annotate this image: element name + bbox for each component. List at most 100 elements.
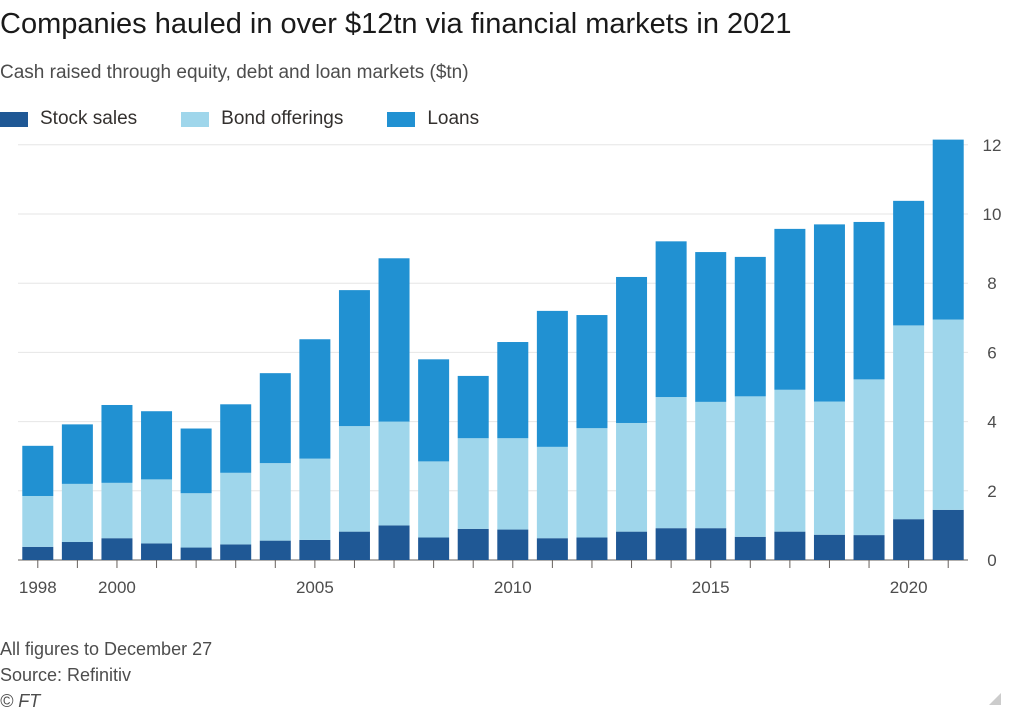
- bar-loans-2007: [378, 258, 410, 422]
- bar-stock-sales-2006: [338, 531, 370, 560]
- footnotes: All figures to December 27 Source: Refin…: [0, 636, 212, 714]
- bar-stock-sales-2009: [457, 528, 489, 560]
- bar-bond-offerings-2008: [418, 461, 450, 538]
- bar-bond-offerings-2011: [536, 446, 568, 539]
- bar-bond-offerings-2007: [378, 421, 410, 526]
- source-note: Source: Refinitiv: [0, 665, 132, 685]
- bar-loans-1998: [22, 445, 54, 496]
- legend-swatch-loans: [387, 111, 416, 127]
- x-tick-label-1998: 1998: [19, 578, 57, 597]
- bar-stock-sales-2000: [101, 538, 133, 560]
- bar-bond-offerings-2016: [734, 396, 766, 537]
- legend-swatch-bond-offerings: [181, 111, 210, 127]
- y-tick-label-4: 4: [987, 413, 996, 432]
- bar-stock-sales-2012: [576, 537, 608, 560]
- bar-bond-offerings-2021: [932, 319, 964, 510]
- bar-loans-2009: [457, 375, 489, 439]
- bar-bond-offerings-2000: [101, 482, 133, 539]
- bar-bond-offerings-2020: [893, 325, 925, 520]
- bar-bond-offerings-2017: [774, 389, 806, 532]
- bar-bond-offerings-2003: [220, 472, 252, 545]
- bar-loans-2004: [259, 373, 291, 464]
- chart-subtitle: Cash raised through equity, debt and loa…: [0, 62, 469, 83]
- bar-loans-2017: [774, 228, 806, 390]
- bar-loans-2018: [813, 224, 845, 402]
- bar-stock-sales-2008: [418, 537, 450, 560]
- bar-bond-offerings-1998: [22, 495, 54, 547]
- bar-bond-offerings-2006: [338, 426, 370, 532]
- bar-loans-2015: [695, 252, 727, 402]
- bar-stock-sales-2002: [180, 547, 212, 560]
- bar-loans-2006: [338, 290, 370, 427]
- x-tick-label-2005: 2005: [296, 578, 334, 597]
- bar-bond-offerings-2010: [497, 438, 529, 530]
- bar-stock-sales-2015: [695, 528, 727, 560]
- bar-loans-2012: [576, 315, 608, 429]
- bar-bond-offerings-2014: [655, 397, 687, 529]
- bar-stock-sales-2019: [853, 535, 885, 560]
- bar-bond-offerings-2018: [813, 401, 845, 535]
- bar-stock-sales-2018: [813, 534, 845, 560]
- legend-label-stock-sales: Stock sales: [40, 108, 138, 129]
- x-tick-label-2015: 2015: [692, 578, 730, 597]
- bar-bond-offerings-1999: [61, 483, 93, 543]
- bar-stock-sales-2007: [378, 525, 410, 560]
- bar-loans-1999: [61, 424, 93, 484]
- legend: Stock sales Bond offerings Loans: [0, 106, 523, 132]
- bar-loans-2020: [893, 200, 925, 326]
- bar-bond-offerings-2004: [259, 463, 291, 541]
- bar-bond-offerings-2019: [853, 379, 885, 536]
- bar-loans-2019: [853, 221, 885, 380]
- bar-loans-2010: [497, 342, 529, 439]
- resize-corner-icon: [989, 693, 1001, 705]
- bar-stock-sales-2003: [220, 544, 252, 560]
- bar-stock-sales-2005: [299, 539, 331, 560]
- legend-swatch-stock-sales: [0, 111, 28, 127]
- bar-bond-offerings-2013: [616, 422, 648, 532]
- legend-item-stock-sales: Stock sales: [0, 108, 137, 130]
- bar-stock-sales-2013: [616, 531, 648, 560]
- y-axis: 0 2 4 6 8 10 12: [983, 136, 1002, 570]
- bar-bond-offerings-2002: [180, 493, 212, 548]
- bar-stock-sales-2001: [141, 543, 173, 560]
- y-tick-label-12: 12: [983, 136, 1002, 155]
- bar-stock-sales-1999: [61, 542, 93, 560]
- x-tick-label-2010: 2010: [494, 578, 532, 597]
- bar-loans-2000: [101, 404, 133, 483]
- x-tick-label-2020: 2020: [890, 578, 928, 597]
- bar-stock-sales-2016: [734, 536, 766, 560]
- bar-stock-sales-2021: [932, 509, 964, 560]
- bar-stock-sales-2017: [774, 531, 806, 560]
- footnote-date: All figures to December 27: [0, 639, 213, 659]
- gridlines: [18, 144, 968, 561]
- bar-bond-offerings-2005: [299, 458, 331, 540]
- bar-loans-2008: [418, 359, 450, 462]
- bar-loans-2005: [299, 339, 331, 459]
- bar-bond-offerings-2001: [141, 479, 173, 544]
- y-tick-label-2: 2: [987, 482, 996, 501]
- legend-label-bond-offerings: Bond offerings: [221, 108, 344, 129]
- y-tick-label-8: 8: [987, 274, 996, 293]
- bar-loans-2014: [655, 241, 687, 398]
- bar-loans-2002: [180, 428, 212, 494]
- stacked-bar-chart: 1998 2000 2005 2010 2015 2020 0 2 4 6 8 10 12: [18, 136, 1002, 597]
- bar-loans-2021: [932, 139, 964, 320]
- bar-bond-offerings-2009: [457, 438, 489, 529]
- bar-stock-sales-2014: [655, 528, 687, 560]
- x-axis: 1998 2000 2005 2010 2015 2020: [19, 560, 949, 597]
- bars: [22, 139, 964, 560]
- bar-loans-2001: [141, 411, 173, 480]
- y-tick-label-10: 10: [983, 205, 1002, 224]
- x-tick-label-2000: 2000: [98, 578, 136, 597]
- bar-stock-sales-1998: [22, 546, 54, 560]
- chart-title: Companies hauled in over $12tn via finan…: [0, 8, 792, 40]
- bar-stock-sales-2004: [259, 540, 291, 560]
- bar-loans-2003: [220, 404, 252, 473]
- bar-loans-2013: [616, 276, 648, 423]
- legend-item-loans: Loans: [387, 108, 479, 130]
- bar-stock-sales-2010: [497, 529, 529, 560]
- ft-credit: © FT: [0, 691, 41, 711]
- legend-label-loans: Loans: [427, 108, 480, 129]
- bar-stock-sales-2011: [536, 538, 568, 560]
- y-tick-label-0: 0: [987, 551, 996, 570]
